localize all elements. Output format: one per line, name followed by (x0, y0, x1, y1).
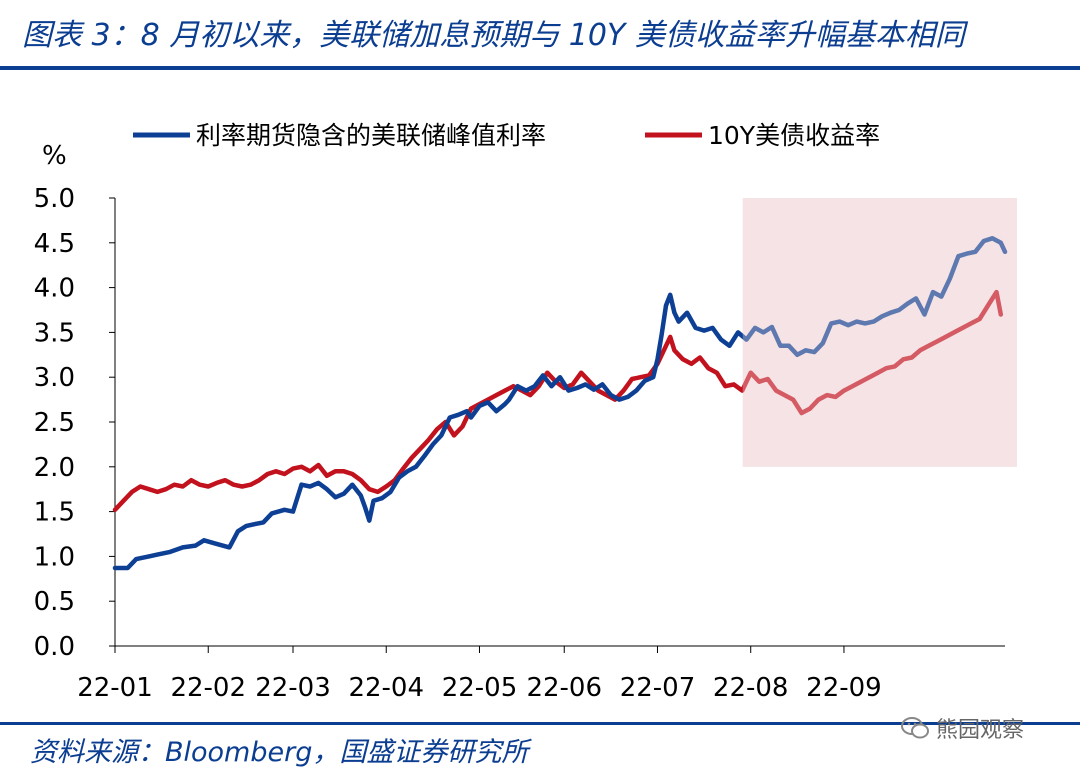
highlight-fade-overlay (742, 198, 1017, 467)
highlight-region-group (742, 198, 1017, 467)
chat-bubble-icon (901, 717, 929, 739)
source-note: 资料来源：Bloomberg，国盛证券研究所 (30, 737, 529, 768)
watermark: 熊园观察 (900, 712, 1024, 744)
line-chart: 0.00.51.01.52.02.53.03.54.04.55.0 22-01 2… (34, 121, 1017, 703)
y-tick-label: 1.5 (34, 498, 75, 528)
y-axis-unit: % (42, 141, 67, 171)
y-tick-label: 3.5 (34, 318, 75, 348)
series-lines (112, 236, 1008, 571)
y-tick-label: 1.0 (34, 542, 75, 572)
y-tick-label: 0.5 (34, 587, 75, 617)
x-tick-label: 22-08 (713, 673, 789, 703)
x-tick-label: 22-09 (806, 673, 882, 703)
highlight-region (742, 198, 1017, 467)
y-tick-label: 0.0 (34, 632, 75, 662)
x-tick-label: 22-07 (620, 673, 696, 703)
title-divider (0, 66, 1080, 70)
footer-divider (0, 722, 1080, 725)
legend: 利率期货隐含的美联储峰值利率 10Y美债收益率 (133, 121, 880, 150)
y-tick-label: 2.0 (34, 453, 75, 483)
y-tick-label: 2.5 (34, 408, 75, 438)
chart-title: 图表 3：8 月初以来，美联储加息预期与 10Y 美债收益率升幅基本相同 (22, 18, 965, 53)
x-tick-label: 22-02 (170, 673, 246, 703)
x-tick-label: 22-01 (77, 673, 153, 703)
y-axis-ticks: 0.0 0.5 1.0 1.5 2.0 2.5 3.0 3.5 4.0 4.5 5.0 (34, 184, 115, 662)
watermark-text: 熊园观察 (936, 718, 1025, 743)
legend-label-peak-rate: 利率期货隐含的美联储峰值利率 (196, 121, 546, 150)
x-tick-label: 22-06 (526, 673, 602, 703)
y-tick-label: 4.5 (34, 229, 75, 259)
x-axis-ticks: 22-01 22-02 22-03 22-04 22-05 22-06 22-07 22-08… (77, 646, 882, 703)
x-tick-label: 22-04 (348, 673, 424, 703)
y-tick-label: 4.0 (34, 274, 75, 304)
x-tick-label: 22-05 (442, 673, 518, 703)
y-tick-label: 5.0 (34, 184, 75, 214)
y-tick-label: 3.0 (34, 363, 75, 393)
legend-label-10y-yield: 10Y美债收益率 (708, 121, 880, 150)
x-tick-label: 22-03 (255, 673, 331, 703)
series-line-peak-rate (112, 236, 1008, 571)
